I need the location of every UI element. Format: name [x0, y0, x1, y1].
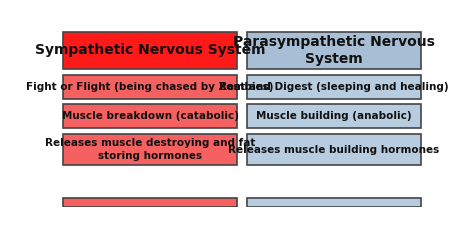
Bar: [246, 199, 421, 207]
Text: Parasympathetic Nervous
System: Parasympathetic Nervous System: [233, 35, 435, 66]
Bar: [63, 199, 237, 207]
Bar: [246, 104, 421, 128]
Text: Sympathetic Nervous System: Sympathetic Nervous System: [35, 43, 265, 57]
Bar: [63, 75, 237, 99]
Bar: [63, 31, 237, 69]
Text: Muscle building (anabolic): Muscle building (anabolic): [256, 111, 411, 121]
Bar: [63, 134, 237, 165]
Text: Muscle breakdown (catabolic): Muscle breakdown (catabolic): [62, 111, 239, 121]
Text: Releases muscle building hormones: Releases muscle building hormones: [228, 144, 439, 154]
Bar: [246, 134, 421, 165]
Text: Rest and Digest (sleeping and healing): Rest and Digest (sleeping and healing): [219, 82, 449, 92]
Bar: [246, 75, 421, 99]
Text: Releases muscle destroying and fat
storing hormones: Releases muscle destroying and fat stori…: [45, 138, 255, 161]
Bar: [63, 104, 237, 128]
Bar: [246, 31, 421, 69]
Text: Fight or Flight (being chased by Zombies): Fight or Flight (being chased by Zombies…: [27, 82, 274, 92]
